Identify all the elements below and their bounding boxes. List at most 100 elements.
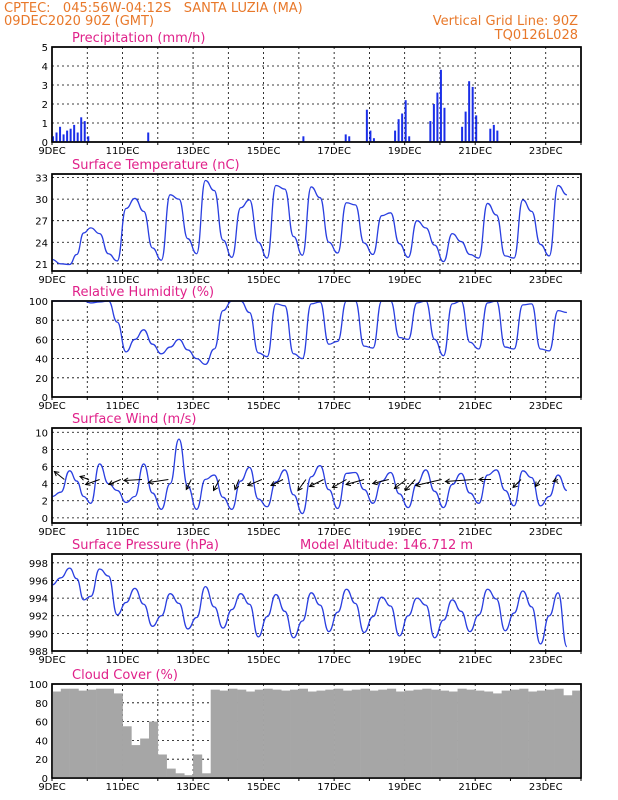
- wind-arrow-head: [185, 484, 191, 491]
- precip-bar: [372, 138, 375, 142]
- panel-annotation: Model Altitude: 146.712 m: [300, 538, 473, 553]
- cloud-bar: [254, 689, 264, 778]
- cloud-bar: [342, 690, 353, 778]
- wind-arrow-head: [233, 484, 240, 491]
- cloud-bar: [554, 688, 564, 778]
- y-tick-label: 998: [29, 559, 48, 570]
- wind-arrow-head: [331, 482, 338, 489]
- wind-arrow-head: [404, 485, 411, 492]
- y-tick-label: 990: [29, 629, 48, 640]
- wind-arrow-head: [270, 481, 277, 487]
- y-tick-label: 40: [35, 736, 48, 747]
- cloud-bar: [245, 691, 256, 778]
- panel-title: Surface Temperature (nC): [72, 158, 240, 173]
- y-tick-label: 80: [35, 699, 48, 710]
- cloud-bar: [369, 690, 379, 778]
- precip-bar: [489, 128, 492, 142]
- x-tick-label: 11DEC: [106, 527, 140, 538]
- y-tick-label: 992: [29, 612, 48, 623]
- precip-bar: [69, 128, 72, 142]
- precip-bar: [394, 130, 397, 142]
- cloud-bar: [175, 773, 185, 778]
- wind-arrow-head: [552, 477, 559, 483]
- wind-arrow-head: [345, 480, 352, 487]
- x-tick-label: 9DEC: [38, 782, 65, 793]
- cloud-bar: [378, 689, 388, 778]
- cloud-bar: [484, 691, 494, 778]
- wind-arrow: [247, 479, 263, 486]
- cloud-bar: [263, 688, 273, 778]
- precip-bar: [404, 100, 407, 142]
- cloud-bar: [113, 693, 123, 778]
- precip-bar: [464, 111, 467, 142]
- x-tick-label: 15DEC: [247, 401, 281, 412]
- wind-arrow: [309, 479, 324, 487]
- cloud-bar: [298, 688, 308, 778]
- y-tick-label: 33: [35, 174, 48, 185]
- panel-title: Surface Pressure (hPa): [72, 538, 219, 553]
- wind-arrow: [185, 479, 192, 490]
- panel-frame: [51, 46, 582, 143]
- precip-bar: [439, 69, 442, 142]
- y-tick-label: 3: [42, 81, 48, 92]
- panel-frame: [51, 427, 582, 524]
- cloud-bar: [536, 690, 547, 778]
- cloud-bar: [210, 689, 220, 778]
- wind-arrow: [85, 479, 100, 485]
- cloud-bar: [572, 690, 582, 778]
- wind-arrow: [297, 479, 307, 491]
- x-tick-label: 11DEC: [106, 655, 140, 666]
- precip-bar: [397, 119, 400, 142]
- x-tick-label: 23DEC: [529, 401, 563, 412]
- x-tick-label: 19DEC: [388, 527, 422, 538]
- cloud-bar: [475, 690, 485, 778]
- precip-bar: [492, 124, 495, 142]
- x-tick-label: 21DEC: [458, 275, 492, 286]
- panel-frame-top: [51, 46, 582, 143]
- x-tick-label: 19DEC: [388, 401, 422, 412]
- precip-bar: [471, 86, 474, 142]
- wind-arrow-head: [297, 485, 303, 492]
- header-date-line: 09DEC2020 90Z (GMT): [4, 14, 155, 29]
- series-line: [51, 567, 568, 648]
- y-tick-label: 6: [42, 463, 48, 474]
- panel-frame-top: [51, 173, 582, 272]
- y-tick-label: 0: [42, 138, 48, 149]
- cloud-bar: [148, 721, 159, 778]
- wind-arrow-head: [393, 483, 400, 490]
- y-tick-label: 2: [42, 100, 48, 111]
- x-tick-label: 13DEC: [176, 782, 210, 793]
- precip-bar: [475, 115, 478, 142]
- cloud-bar: [290, 689, 300, 778]
- x-tick-label: 15DEC: [247, 782, 281, 793]
- x-tick-label: 17DEC: [317, 146, 351, 157]
- cloud-bar: [510, 689, 520, 778]
- wind-arrow: [415, 479, 442, 486]
- y-tick-label: 994: [29, 594, 48, 605]
- precip-bar: [496, 130, 499, 142]
- y-tick-label: 0: [42, 774, 48, 785]
- y-tick-label: 80: [35, 316, 48, 327]
- x-tick-label: 9DEC: [38, 655, 65, 666]
- wind-arrow-head: [213, 485, 218, 492]
- cloud-bar: [104, 688, 115, 778]
- wind-arrow-head: [107, 480, 114, 486]
- x-tick-label: 21DEC: [458, 401, 492, 412]
- series-line: [51, 300, 567, 366]
- x-tick-label: 19DEC: [388, 146, 422, 157]
- cloud-bar: [431, 689, 441, 778]
- panel-frame-top: [51, 300, 582, 398]
- cloud-bar: [387, 688, 397, 778]
- y-tick-label: 20: [35, 374, 48, 385]
- cloud-bar: [131, 745, 141, 778]
- cloud-bar: [184, 775, 194, 778]
- wind-arrow-head: [53, 470, 60, 477]
- wind-arrow: [234, 479, 240, 490]
- y-tick-label: 20: [35, 755, 48, 766]
- x-tick-label: 17DEC: [317, 527, 351, 538]
- x-tick-label: 9DEC: [38, 146, 65, 157]
- wind-arrow-head: [414, 481, 421, 488]
- panel-frame: [51, 300, 582, 398]
- x-tick-label: 19DEC: [388, 782, 422, 793]
- wind-arrow-head: [308, 482, 315, 488]
